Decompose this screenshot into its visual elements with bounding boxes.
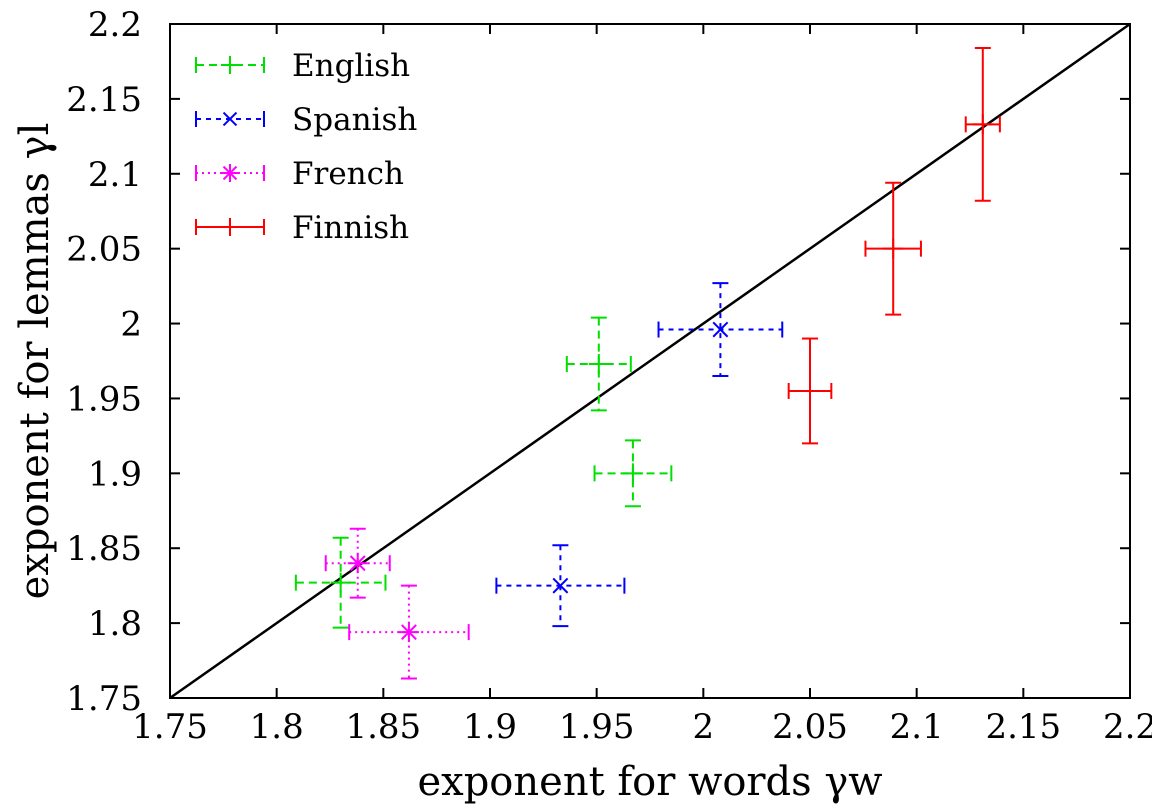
x-tick-label: 1.95 [559,707,635,747]
y-tick-label: 1.9 [88,454,142,494]
data-point [324,527,391,599]
plot-frame [169,23,1131,699]
y-tick-label: 1.75 [66,679,142,719]
data-point [495,544,626,628]
data-point [657,282,784,377]
x-tick-label: 2.1 [890,707,944,747]
marker-stroke [349,555,366,572]
x-axis-title: exponent for words γw [417,759,882,805]
y-tick-label: 2.2 [88,5,142,45]
legend-item-finnish: Finnish [195,210,409,246]
y-tick-label: 1.85 [66,529,142,569]
marker-stroke [222,165,238,181]
axis-ticks: 1.75 1.8 1.85 1.9 1.95 2 2.05 2.1 2.15 2.2 1.75 1.8… [66,5,1152,747]
x-tick-label: 2 [693,707,715,747]
data-point [565,316,632,412]
legend-item-french: French [195,156,404,192]
data-point [593,439,673,508]
legend-label: Spanish [292,102,417,138]
marker-stroke [712,321,729,338]
legend-item-english: English [195,48,410,84]
y-tick-label: 2.15 [66,80,142,120]
data-point [348,584,470,680]
x-tick-label: 2.2 [1103,707,1152,747]
marker-stroke [552,577,569,594]
series-french [324,527,470,680]
data-point [964,46,1001,202]
x-tick-label: 2.05 [772,707,848,747]
series-english [294,316,673,629]
x-tick-label: 1.75 [132,707,208,747]
legend-item-spanish: Spanish [195,102,417,138]
x-tick-label: 1.8 [250,707,304,747]
reference-line-layer [169,22,1131,700]
series-finnish [787,46,1001,445]
data-point [787,337,833,445]
y-tick-label: 2 [120,305,142,345]
marker-stroke [401,624,417,641]
diagonal-reference-line [169,22,1131,700]
legend-label: Finnish [292,210,409,246]
x-tick-label: 1.9 [463,707,517,747]
x-tick-label: 2.15 [985,707,1061,747]
data-point [294,536,387,629]
x-tick-label: 1.85 [345,707,421,747]
legend-label: French [292,156,404,192]
y-tick-label: 2.05 [66,230,142,270]
legend-label: English [292,48,410,84]
series-layer [294,46,1001,680]
series-spanish [495,282,784,628]
y-axis-title: exponent for lemmas γl [12,123,58,600]
y-tick-label: 2.1 [88,155,142,195]
legend: English Spanish French Finnish [195,48,417,246]
y-tick-label: 1.8 [88,604,142,644]
y-tick-label: 1.95 [66,379,142,419]
marker-stroke [222,111,238,127]
data-point [864,181,922,316]
